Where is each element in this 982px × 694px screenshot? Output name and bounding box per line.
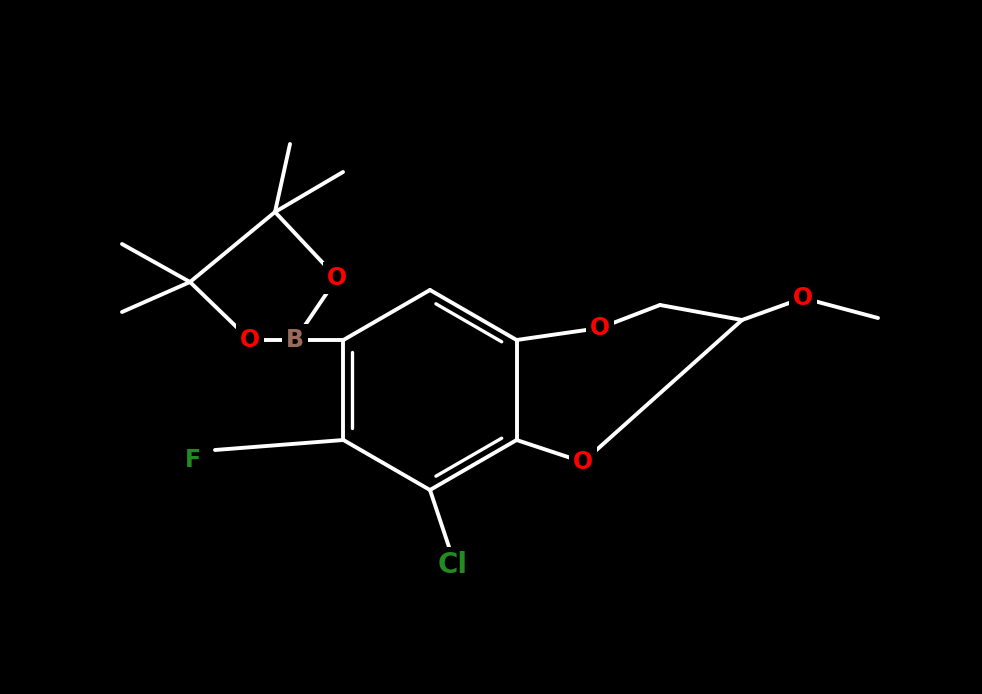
Text: O: O (792, 286, 813, 310)
Text: F: F (185, 448, 201, 472)
Text: Cl: Cl (438, 551, 468, 579)
Text: O: O (573, 450, 593, 474)
Text: B: B (286, 328, 304, 352)
Text: O: O (590, 316, 610, 340)
Text: O: O (240, 328, 260, 352)
Text: O: O (327, 266, 347, 290)
